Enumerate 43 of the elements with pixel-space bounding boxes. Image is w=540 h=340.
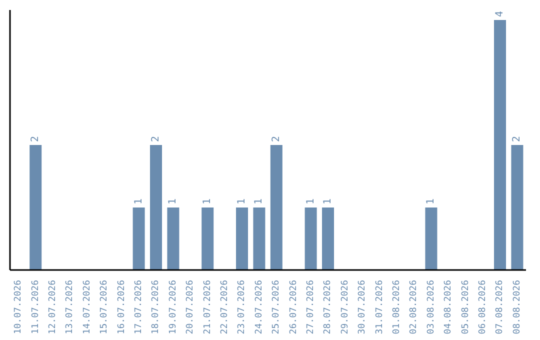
x-tick-label: 17.07.2026: [134, 280, 144, 334]
x-tick-label: 18.07.2026: [151, 280, 162, 334]
x-tick-label: 04.08.2026: [444, 280, 454, 334]
data-label: 2: [150, 136, 162, 142]
data-label: 1: [168, 198, 179, 204]
x-tick-label: 07.08.2026: [495, 280, 506, 334]
data-label: 1: [202, 198, 214, 204]
x-tick-label: 16.07.2026: [116, 280, 127, 334]
x-tick-label: 31.07.2026: [374, 280, 385, 334]
x-tick-label: 11.07.2026: [30, 280, 41, 334]
x-tick-label: 20.07.2026: [186, 280, 196, 334]
x-tick-label: 21.07.2026: [202, 280, 213, 334]
data-label: 1: [426, 198, 437, 204]
data-label: 1: [236, 198, 248, 204]
x-tick-label: 10.07.2026: [14, 280, 24, 334]
x-tick-label: 28.07.2026: [323, 280, 334, 334]
data-label: 1: [254, 198, 265, 204]
x-tick-label: 03.08.2026: [426, 280, 436, 334]
x-tick-label: 27.07.2026: [306, 280, 316, 334]
data-label: 2: [512, 136, 523, 142]
x-tick-label: 14.07.2026: [82, 280, 92, 334]
x-tick-label: 12.07.2026: [48, 280, 58, 334]
x-tick-label: 05.08.2026: [460, 280, 471, 334]
x-tick-label: 13.07.2026: [65, 280, 76, 334]
x-tick-label: 06.08.2026: [478, 280, 488, 334]
x-tick-label: 08.08.2026: [512, 280, 522, 334]
x-tick-label: 25.07.2026: [272, 280, 282, 334]
x-tick-label: 19.07.2026: [168, 280, 178, 334]
x-tick-label: 23.07.2026: [237, 280, 248, 334]
x-tick-label: 22.07.2026: [220, 280, 230, 334]
x-tick-label: 15.07.2026: [100, 280, 110, 334]
x-tick-label: 02.08.2026: [409, 280, 420, 334]
x-tick-label: 29.07.2026: [340, 280, 350, 334]
data-label: 4: [494, 10, 506, 17]
data-label: 1: [305, 198, 316, 204]
data-label: 2: [30, 136, 42, 142]
data-label: 1: [133, 198, 144, 204]
x-tick-label: 30.07.2026: [358, 280, 368, 334]
x-tick-label: 01.08.2026: [392, 280, 402, 334]
data-label: 1: [322, 198, 334, 204]
x-tick-label: 24.07.2026: [254, 280, 264, 334]
data-label: 2: [270, 136, 282, 142]
x-tick-label: 26.07.2026: [288, 280, 299, 334]
